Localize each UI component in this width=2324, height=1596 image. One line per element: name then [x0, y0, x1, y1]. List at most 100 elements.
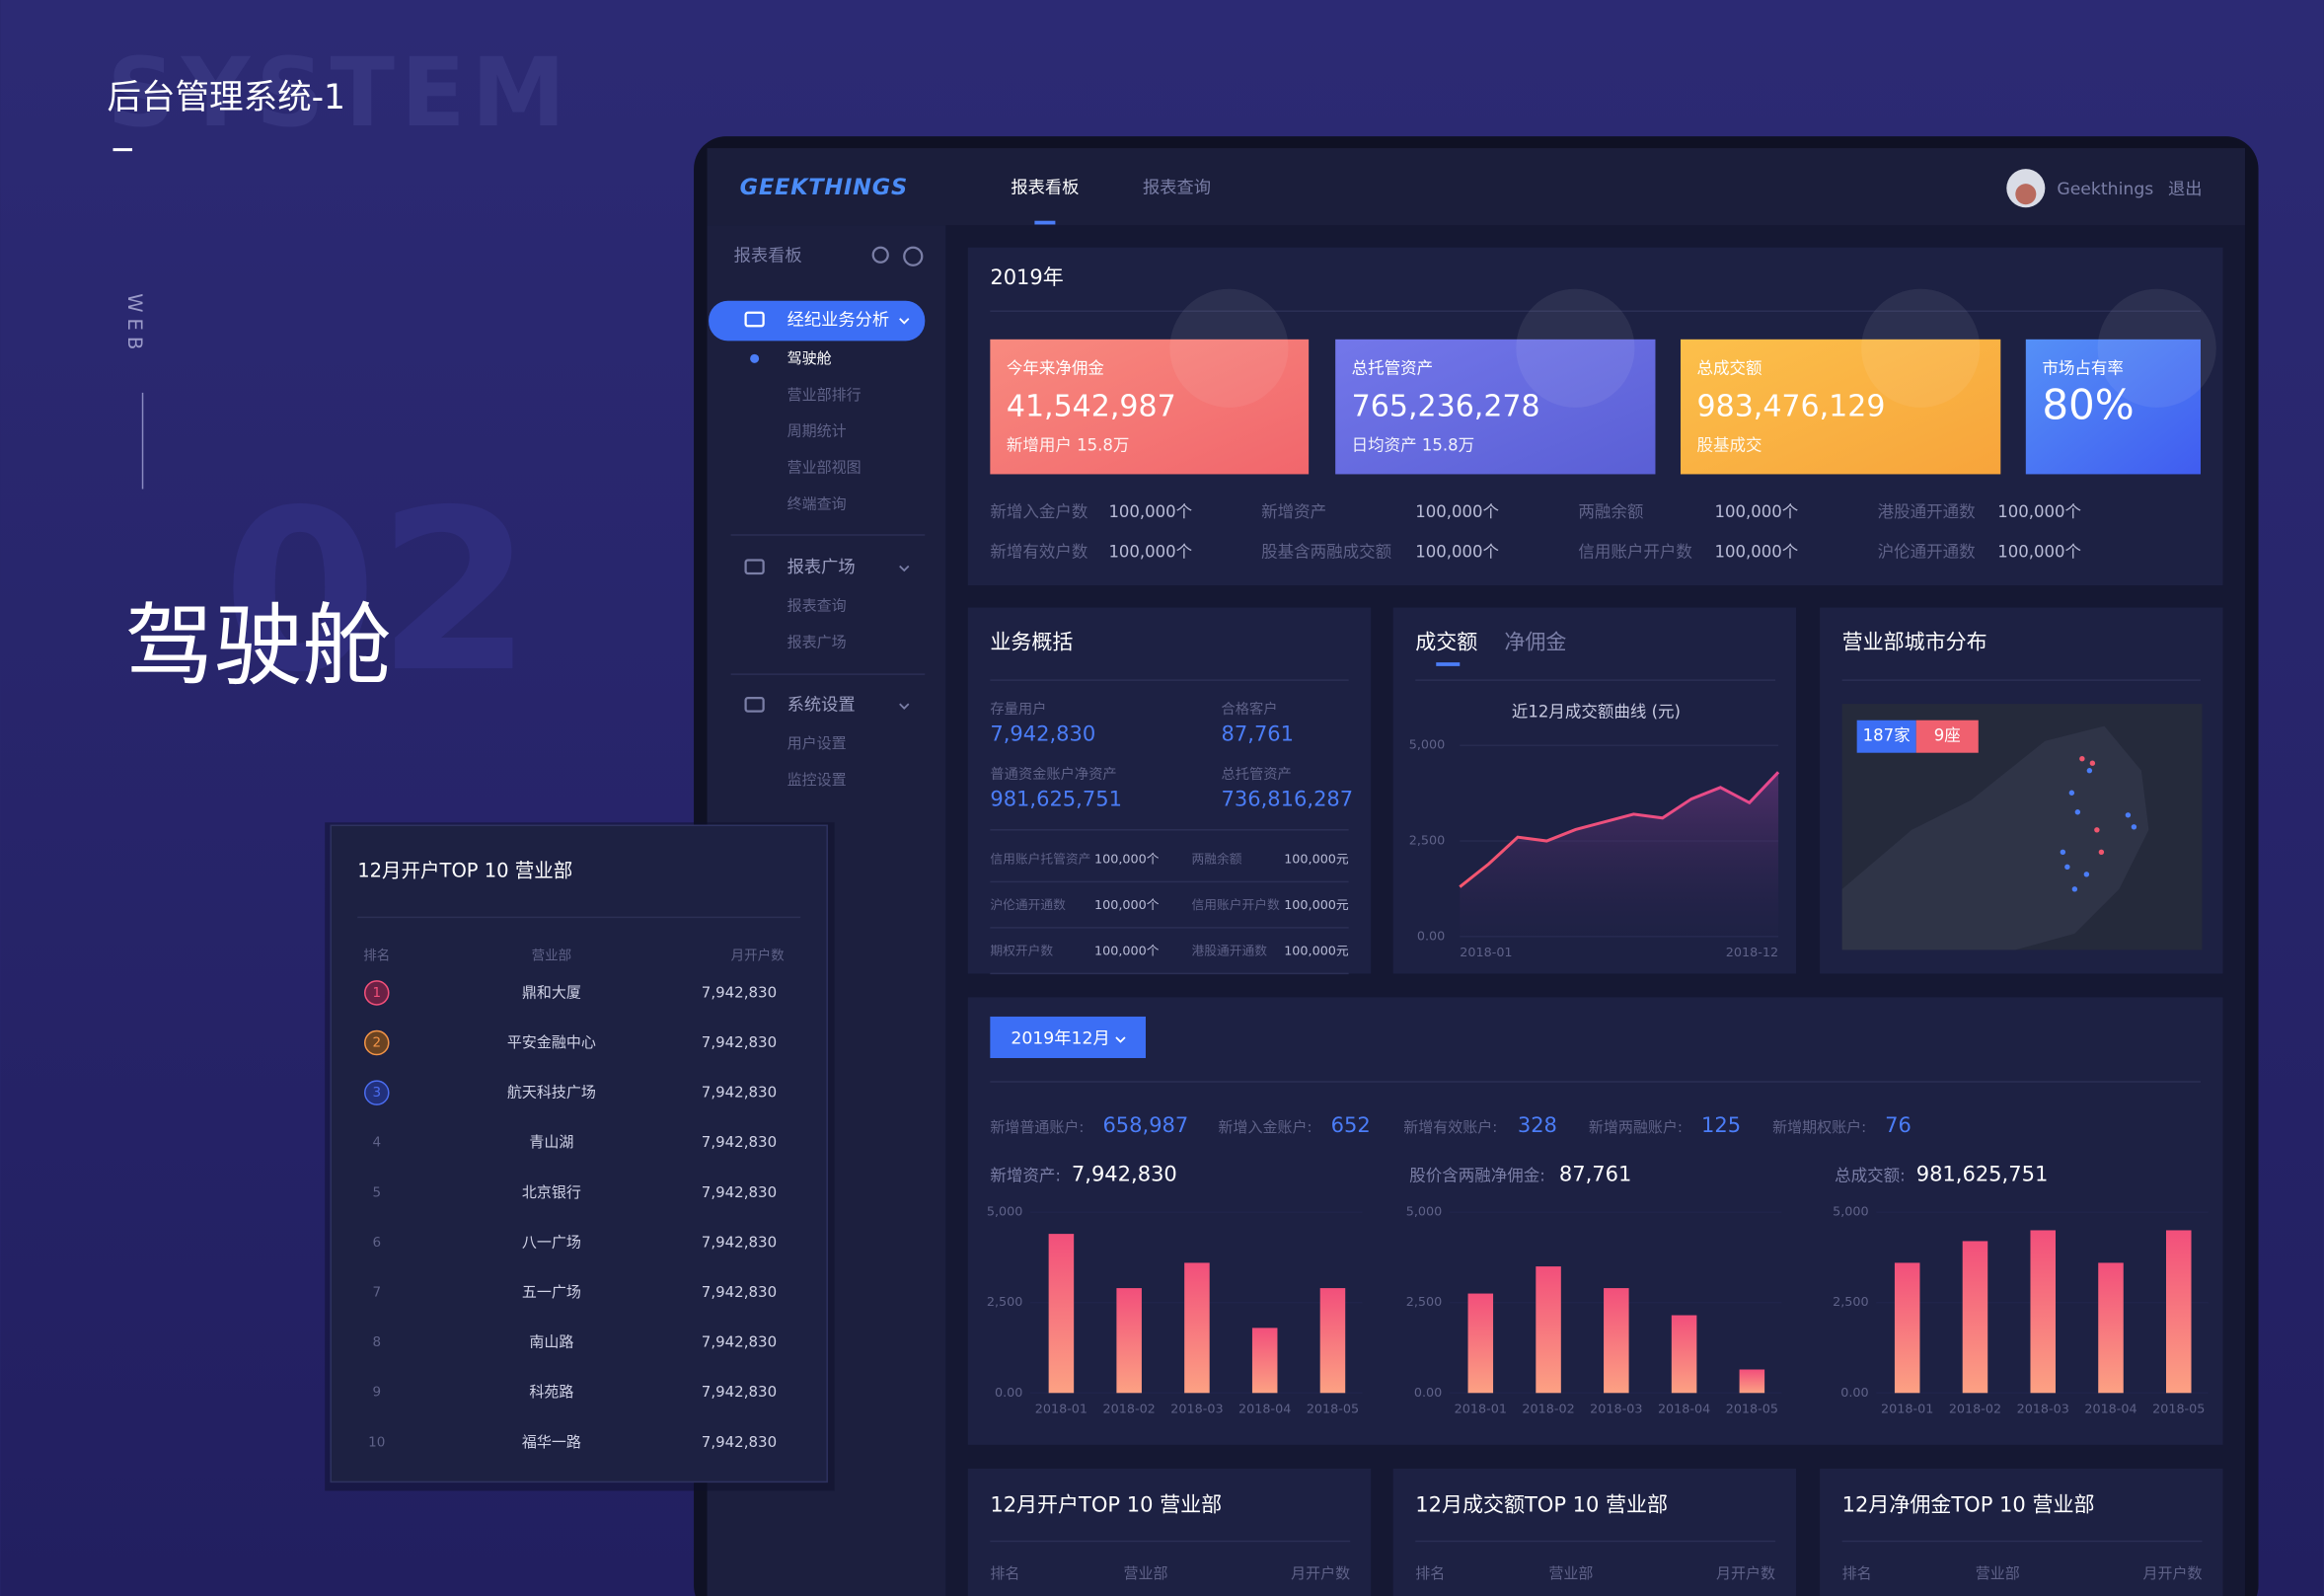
- menu-item[interactable]: 营业部排行: [787, 386, 862, 404]
- rank: 9: [372, 1385, 381, 1401]
- x-tick-label: 2018-05: [1726, 1402, 1778, 1416]
- small-value: 100,000元: [1284, 852, 1349, 867]
- menu-group[interactable]: 系统设置: [787, 696, 856, 716]
- active-dot: [750, 353, 760, 363]
- add-icon[interactable]: [903, 246, 924, 266]
- section-title: 营业部城市分布: [1842, 630, 1987, 654]
- chevron-icon: [899, 703, 910, 710]
- stat-value: 100,000个: [1415, 543, 1499, 562]
- x-tick-label: 2018-04: [1658, 1402, 1710, 1416]
- chart-tab[interactable]: 成交额: [1415, 630, 1477, 654]
- month-select-text: 2019年12月: [1011, 1028, 1109, 1048]
- badge-text: 9座: [1934, 726, 1961, 745]
- branch-name: 五一广场: [522, 1283, 581, 1301]
- menu-group[interactable]: 经纪业务分析: [787, 310, 890, 330]
- stat-label: 新增有效户数: [990, 543, 1088, 562]
- card-decoration: [1861, 288, 1981, 408]
- kpi-card: [1335, 339, 1656, 475]
- stat-label: 信用账户开户数: [1578, 543, 1692, 562]
- menu-item[interactable]: 驾驶舱: [787, 349, 832, 367]
- small-label: 信用账户托管资产: [990, 851, 1090, 867]
- menu-item[interactable]: 周期统计: [787, 422, 847, 440]
- x-tick-label: 2018-04: [2084, 1402, 2137, 1416]
- branch-value: 7,942,830: [702, 983, 777, 1001]
- section-title: 12月成交额TOP 10 营业部: [1415, 1491, 1668, 1516]
- branch-name: 北京银行: [522, 1183, 581, 1201]
- menu-group[interactable]: 报表广场: [787, 558, 856, 577]
- rank-badge: [364, 980, 390, 1006]
- kpi-value: 658,987: [1102, 1112, 1188, 1137]
- background-word: SYSTEM: [108, 38, 572, 148]
- section-title: 2019年: [990, 265, 1063, 289]
- map-dot: [2071, 886, 2078, 892]
- branch-value: 7,942,830: [702, 1283, 777, 1301]
- column-header: 营业部: [532, 948, 571, 963]
- menu-icon: [744, 697, 765, 713]
- x-tick-label: 2018-01: [1460, 946, 1512, 960]
- branch-value: 7,942,830: [702, 1033, 777, 1051]
- map-dot: [2064, 864, 2070, 871]
- map-dot: [2089, 760, 2096, 766]
- rank: 4: [372, 1135, 381, 1151]
- branch-value: 7,942,830: [702, 1333, 777, 1351]
- column-header: 排名: [1842, 1564, 1872, 1582]
- chart-value: 87,761: [1559, 1162, 1631, 1186]
- y-tick-label: 0.00: [1417, 929, 1445, 944]
- app-header: [707, 148, 2246, 226]
- menu-item[interactable]: 终端查询: [787, 495, 847, 513]
- y-tick-label: 2,500: [1833, 1295, 1869, 1310]
- card-sub: 新增用户 15.8万: [1007, 435, 1129, 454]
- branch-name: 平安金融中心: [507, 1033, 596, 1051]
- branch-value: 7,942,830: [702, 1383, 777, 1401]
- stat-label: 两融余额: [1578, 502, 1644, 521]
- stat-value: 100,000个: [1715, 502, 1799, 521]
- branch-value: 7,942,830: [702, 1084, 777, 1102]
- page-title: 后台管理系统-1: [108, 78, 346, 117]
- logout-link[interactable]: 退出: [2168, 180, 2203, 199]
- branch-name: 青山湖: [529, 1133, 573, 1151]
- popup-card: [330, 824, 828, 1483]
- nav-tab[interactable]: 报表看板: [1011, 179, 1079, 198]
- month-select[interactable]: [990, 1016, 1146, 1058]
- column-header: 营业部: [1548, 1564, 1593, 1582]
- section-title: 12月开户TOP 10 营业部: [990, 1491, 1222, 1516]
- bar: [1739, 1369, 1765, 1394]
- chart-title: 近12月成交额曲线 (元): [1512, 703, 1681, 722]
- stat-label: 沪伦通开通数: [1878, 543, 1977, 562]
- bar: [2165, 1230, 2192, 1394]
- rank: 10: [368, 1434, 385, 1450]
- x-tick-label: 2018-01: [1035, 1402, 1087, 1416]
- y-tick-label: 5,000: [1406, 1205, 1443, 1220]
- badge-text: 187家: [1863, 726, 1911, 745]
- menu-item[interactable]: 用户设置: [787, 734, 847, 752]
- card-decoration: [2097, 288, 2216, 408]
- y-tick-label: 2,500: [1409, 834, 1446, 849]
- menu-item[interactable]: 报表查询: [787, 597, 847, 615]
- branch-value: 7,942,830: [702, 1433, 777, 1451]
- column-header: 排名: [990, 1564, 1019, 1582]
- bar: [1251, 1328, 1278, 1394]
- side-label: WEB: [123, 293, 146, 355]
- menu-item[interactable]: 监控设置: [787, 771, 847, 789]
- card-sub: 日均资产 15.8万: [1352, 435, 1474, 454]
- y-tick-label: 0.00: [995, 1386, 1022, 1401]
- metric-value: 87,761: [1222, 722, 1294, 746]
- x-tick-label: 2018-05: [2152, 1402, 2205, 1416]
- menu-item[interactable]: 报表广场: [787, 634, 847, 651]
- branch-value: 7,942,830: [702, 1133, 777, 1151]
- metric-label: 合格客户: [1222, 701, 1278, 718]
- badge-seats: [1915, 720, 1979, 753]
- kpi-card: [990, 339, 1310, 475]
- x-tick-label: 2018-03: [2017, 1402, 2069, 1416]
- card-label: 总托管资产: [1352, 358, 1434, 377]
- menu-icon: [744, 311, 765, 328]
- chart-tab[interactable]: 净佣金: [1504, 630, 1566, 654]
- menu-item[interactable]: 营业部视图: [787, 459, 862, 477]
- rank-badge: [364, 1029, 390, 1056]
- kpi-value: 652: [1331, 1112, 1371, 1137]
- map-dot: [2131, 824, 2137, 830]
- nav-tab[interactable]: 报表查询: [1143, 179, 1211, 198]
- search-icon[interactable]: [871, 246, 889, 264]
- y-tick-label: 5,000: [987, 1205, 1023, 1220]
- sidebar-title: 报表看板: [734, 247, 802, 266]
